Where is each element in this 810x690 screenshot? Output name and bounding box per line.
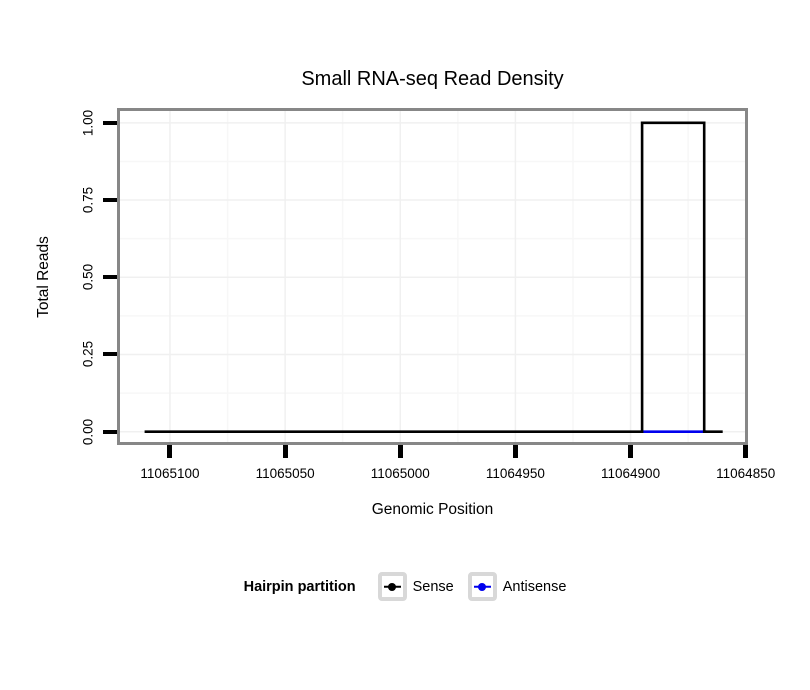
legend-label-sense: Sense xyxy=(412,578,454,595)
antisense-point-glyph xyxy=(478,582,487,591)
plot-area xyxy=(117,108,748,445)
y-axis-label: Total Reads xyxy=(35,236,52,318)
y-tick-mark xyxy=(103,275,117,280)
x-tick-mark xyxy=(743,445,749,458)
legend: Hairpin partition Sense Antisense xyxy=(0,572,810,601)
x-axis-label: Genomic Position xyxy=(371,501,494,518)
x-tick-label: 11064850 xyxy=(716,466,776,481)
x-tick-mark xyxy=(628,445,634,458)
x-tick-label: 11065100 xyxy=(140,466,200,481)
chart-title: Small RNA-seq Read Density xyxy=(301,68,564,90)
x-tick-mark xyxy=(512,445,518,458)
legend-entry-sense: Sense xyxy=(377,572,454,601)
x-tick-mark xyxy=(397,445,403,458)
x-tick-mark xyxy=(282,445,288,458)
y-tick-label: 0.25 xyxy=(80,341,96,368)
x-tick-mark xyxy=(167,445,173,458)
y-tick-mark xyxy=(103,120,117,125)
x-tick-label: 11064900 xyxy=(601,466,661,481)
y-tick-label: 1.00 xyxy=(80,109,96,136)
y-tick-mark xyxy=(103,352,117,357)
y-tick-label: 0.00 xyxy=(80,418,96,445)
x-tick-label: 11064950 xyxy=(485,466,545,481)
sense-point-glyph xyxy=(388,582,397,591)
legend-entry-antisense: Antisense xyxy=(467,572,567,601)
y-tick-label: 0.75 xyxy=(80,186,96,214)
y-tick-mark xyxy=(103,429,117,434)
legend-title: Hairpin partition xyxy=(243,578,356,595)
sense-key-icon xyxy=(377,572,407,601)
x-tick-label: 11065050 xyxy=(255,466,315,481)
legend-label-antisense: Antisense xyxy=(502,578,567,595)
x-tick-label: 11065000 xyxy=(370,466,430,481)
y-tick-mark xyxy=(103,198,117,203)
antisense-key-icon xyxy=(467,572,497,601)
series-sense xyxy=(144,121,723,434)
y-tick-label: 0.50 xyxy=(80,264,96,291)
